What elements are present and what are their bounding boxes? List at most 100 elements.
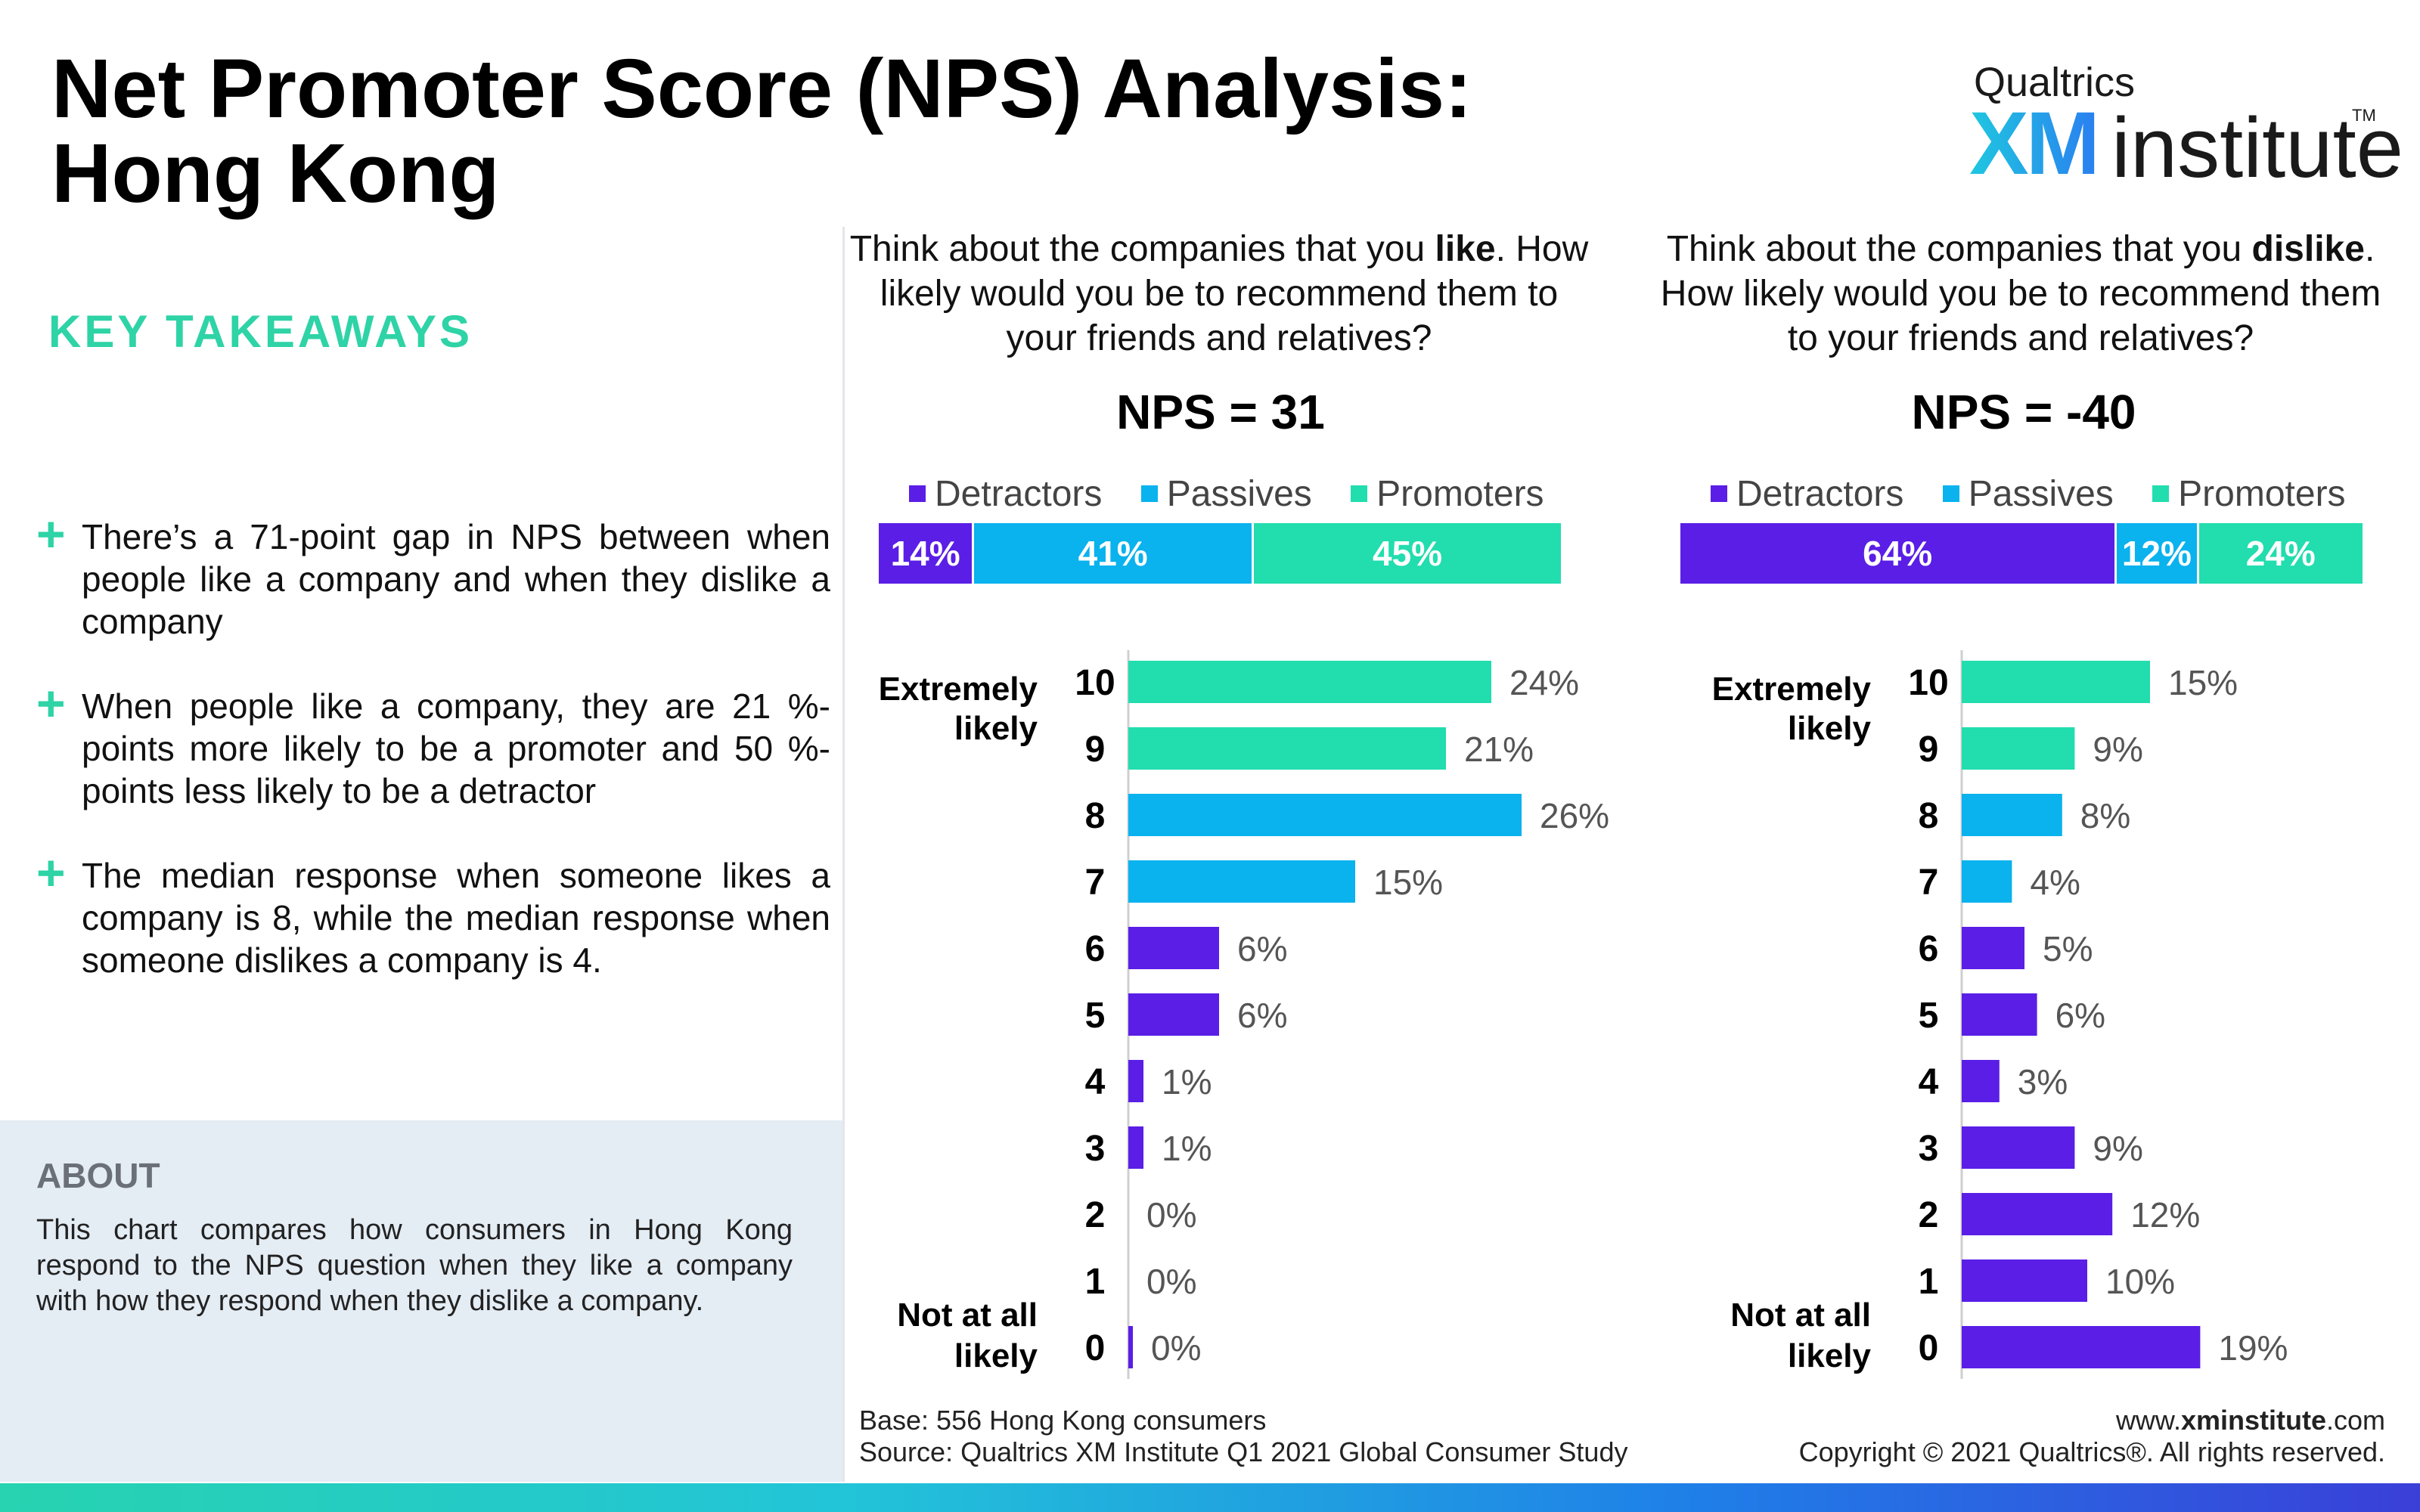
takeaway-text: There’s a 71-point gap in NPS between wh… xyxy=(82,517,830,641)
legend-item-detractors: Detractors xyxy=(1711,474,1903,514)
stack-segment-promoters: 24% xyxy=(2198,523,2363,584)
tick-label-score: 2 xyxy=(1919,1195,1939,1235)
data-label: 12% xyxy=(2130,1195,2200,1235)
title-line-1: Net Promoter Score (NPS) Analysis: xyxy=(51,42,1472,135)
takeaway-text: When people like a company, they are 21 … xyxy=(82,686,830,810)
tick-label-score: 8 xyxy=(1919,796,1939,836)
plus-icon: + xyxy=(36,506,66,562)
legend-item-promoters: Promoters xyxy=(2152,474,2346,514)
logo-tm: TM xyxy=(2352,106,2376,125)
tick-label-score: 2 xyxy=(1085,1195,1106,1235)
column-divider xyxy=(842,227,845,1482)
tick-label-score: 9 xyxy=(1919,730,1939,770)
axis-bottom-label: Not at all xyxy=(1730,1297,1871,1334)
legend-swatch xyxy=(909,485,926,503)
bar-score-8 xyxy=(1962,794,2062,836)
stack-segment-promoters: 45% xyxy=(1254,523,1561,584)
website-prefix: www. xyxy=(2115,1405,2181,1436)
plus-icon: + xyxy=(36,675,66,731)
axis-bottom-label: Not at all xyxy=(897,1297,1038,1334)
data-label: 0% xyxy=(1151,1328,1201,1368)
footer-source: Base: 556 Hong Kong consumers Source: Qu… xyxy=(859,1405,1627,1468)
axis-top-label: likely xyxy=(954,710,1038,747)
legend-like: Detractors Passives Promoters xyxy=(909,473,1544,515)
stacked-bar-dislike: 64% 12% 24% xyxy=(1680,523,2363,584)
footer-base: Base: 556 Hong Kong consumers xyxy=(859,1405,1267,1436)
footer-source-text: Source: Qualtrics XM Institute Q1 2021 G… xyxy=(859,1436,1628,1467)
plus-icon: + xyxy=(36,844,66,900)
bar-score-4 xyxy=(1962,1060,2000,1102)
data-label: 9% xyxy=(2093,1129,2142,1168)
tick-label-score: 0 xyxy=(1919,1328,1939,1368)
legend-swatch xyxy=(1351,485,1368,503)
legend-label: Passives xyxy=(1166,474,1312,514)
data-label: 19% xyxy=(2218,1328,2288,1368)
tick-label-score: 9 xyxy=(1085,730,1106,770)
about-heading: ABOUT xyxy=(36,1156,160,1195)
tick-label-score: 1 xyxy=(1085,1262,1106,1302)
legend-item-passives: Passives xyxy=(1140,474,1312,514)
website-suffix: .com xyxy=(2325,1405,2385,1436)
stack-segment-detractors: 14% xyxy=(879,523,975,584)
legend-item-detractors: Detractors xyxy=(909,474,1102,514)
tick-label-score: 4 xyxy=(1919,1062,1939,1102)
website-bold: xminstitute xyxy=(2180,1405,2326,1436)
legend-swatch xyxy=(1140,485,1158,503)
data-label: 24% xyxy=(1509,663,1579,702)
tick-label-score: 7 xyxy=(1085,863,1106,903)
tick-label-score: 10 xyxy=(1908,663,1948,703)
tick-label-score: 6 xyxy=(1919,929,1939,969)
bar-score-0 xyxy=(1128,1326,1133,1368)
bar-score-7 xyxy=(1962,860,2012,903)
tick-label-score: 5 xyxy=(1085,996,1106,1036)
bar-score-9 xyxy=(1962,727,2075,770)
tick-label-score: 6 xyxy=(1085,929,1106,969)
question-dislike-post: . How likely would you be to recommend t… xyxy=(1660,229,2381,358)
bar-score-3 xyxy=(1128,1126,1143,1169)
axis-top-label: Extremely xyxy=(879,671,1038,708)
data-label: 6% xyxy=(1237,929,1287,968)
legend-item-promoters: Promoters xyxy=(1351,474,1544,514)
question-dislike: Think about the companies that you disli… xyxy=(1643,227,2399,361)
footer-website[interactable]: www.xminstitute.com xyxy=(1799,1405,2385,1436)
question-like-pre: Think about the companies that you xyxy=(849,229,1435,269)
takeaway-text: The median response when someone likes a… xyxy=(82,856,830,980)
data-label: 10% xyxy=(2105,1262,2175,1301)
question-dislike-pre: Think about the companies that you xyxy=(1666,229,2252,269)
question-dislike-bold: dislike xyxy=(2251,229,2365,269)
bar-score-3 xyxy=(1962,1126,2075,1169)
tick-label-score: 4 xyxy=(1085,1062,1106,1102)
bar-score-7 xyxy=(1128,860,1355,903)
key-takeaways-heading: KEY TAKEAWAYS xyxy=(48,306,473,357)
bar-score-10 xyxy=(1128,661,1491,703)
data-label: 8% xyxy=(2080,796,2130,835)
axis-bottom-label: likely xyxy=(954,1337,1038,1374)
tick-label-score: 10 xyxy=(1075,663,1115,703)
data-label: 21% xyxy=(1464,730,1534,769)
stack-segment-passives: 41% xyxy=(974,523,1255,584)
question-like-bold: like xyxy=(1435,229,1496,269)
tick-label-score: 3 xyxy=(1919,1129,1939,1169)
page-title: Net Promoter Score (NPS) Analysis: Hong … xyxy=(51,47,1534,216)
legend-dislike: Detractors Passives Promoters xyxy=(1711,473,2346,515)
bar-score-10 xyxy=(1962,661,2150,703)
data-label: 26% xyxy=(1540,796,1609,835)
bar-score-4 xyxy=(1128,1060,1143,1102)
about-panel xyxy=(0,1120,842,1482)
data-label: 1% xyxy=(1162,1129,1212,1168)
data-label: 1% xyxy=(1162,1062,1212,1101)
nps-dislike-label: NPS = -40 xyxy=(1911,385,2136,439)
tick-label-score: 8 xyxy=(1085,796,1106,836)
bar-score-9 xyxy=(1128,727,1446,770)
bar-score-0 xyxy=(1962,1326,2201,1368)
data-label: 15% xyxy=(1373,863,1443,902)
stacked-bar-like: 14% 41% 45% xyxy=(879,523,1561,584)
data-label: 3% xyxy=(2018,1062,2068,1101)
title-line-2: Hong Kong xyxy=(51,127,500,220)
data-label: 0% xyxy=(1146,1195,1196,1235)
data-label: 5% xyxy=(2043,929,2093,968)
axis-top-label: likely xyxy=(1788,710,1872,747)
question-like: Think about the companies that you like.… xyxy=(841,227,1597,361)
axis-top-label: Extremely xyxy=(1712,671,1872,708)
legend-label: Detractors xyxy=(935,474,1103,514)
